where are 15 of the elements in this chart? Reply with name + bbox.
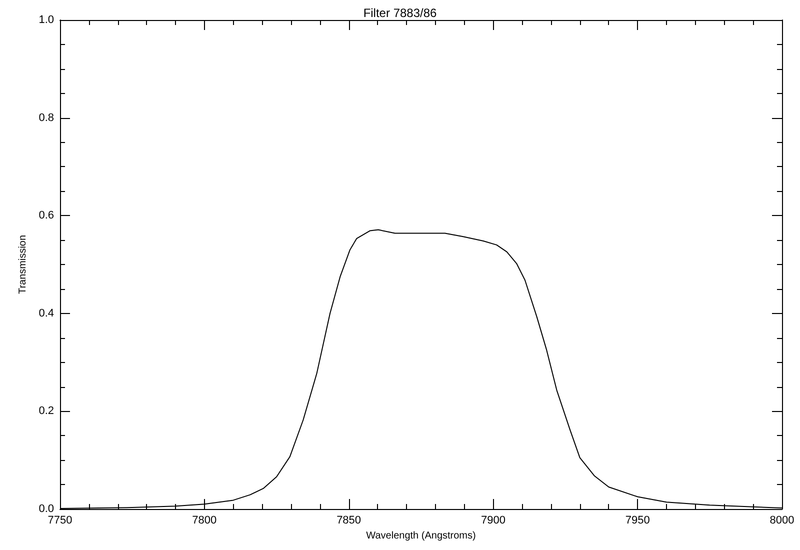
y-tick-label: 0.8 xyxy=(38,112,54,124)
x-tick-label: 7750 xyxy=(48,514,72,526)
x-tick-label: 7800 xyxy=(192,514,217,526)
chart-title: Filter 7883/86 xyxy=(363,6,438,20)
y-tick-label: 1.0 xyxy=(38,14,54,26)
y-axis-title: Transmission xyxy=(17,234,28,294)
x-tick-label: 7950 xyxy=(625,514,650,526)
y-tick-label: 0.2 xyxy=(38,405,54,418)
y-tick-label: 0.4 xyxy=(38,307,54,320)
y-tick-label: 0.0 xyxy=(38,503,54,515)
y-tick-label: 0.6 xyxy=(38,210,54,222)
x-tick-label: 7850 xyxy=(336,514,362,526)
x-tick-label: 7900 xyxy=(480,514,506,526)
x-tick-label: 8000 xyxy=(770,514,794,526)
x-axis-title: Wavelength (Angstroms) xyxy=(366,530,476,542)
